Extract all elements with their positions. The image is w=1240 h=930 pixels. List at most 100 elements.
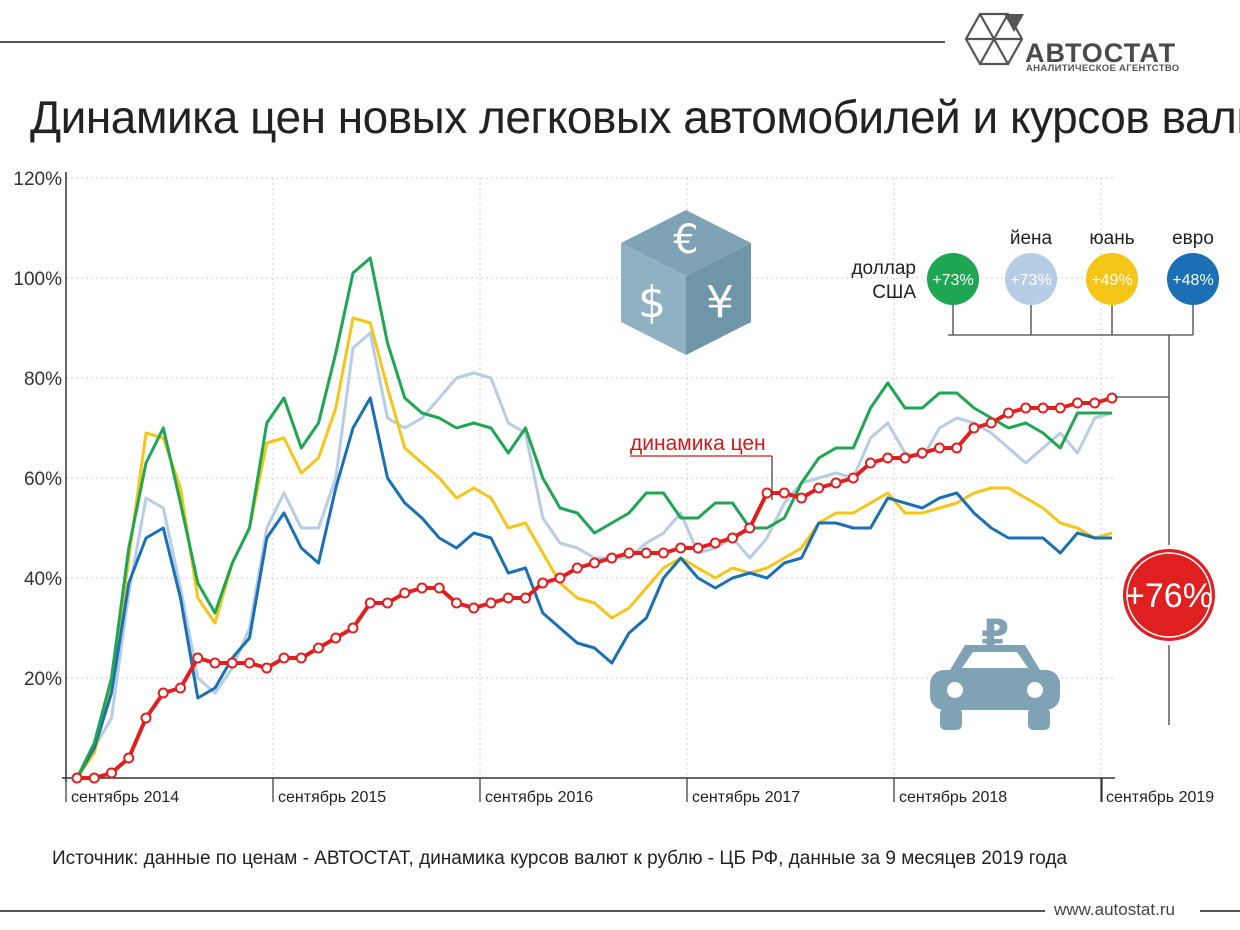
total-badge-value: +76% — [1125, 577, 1213, 615]
legend-badge — [1005, 253, 1057, 305]
price-point — [1054, 402, 1066, 414]
autostat-logo-icon — [964, 12, 1024, 66]
price-point — [313, 642, 324, 654]
price-point — [640, 547, 652, 559]
price-point — [382, 597, 393, 609]
series-line-1a6fb5 — [75, 396, 1112, 779]
price-point — [1089, 397, 1101, 409]
price-point — [192, 652, 204, 664]
legend-badge-value: +49% — [1091, 272, 1132, 289]
svg-text:$: $ — [638, 277, 666, 328]
x-axis-ticks: сентябрь 2014 сентябрь 2015 сентябрь 2016 с… — [65, 778, 1214, 806]
legend-badge — [1167, 253, 1219, 305]
price-point — [1020, 402, 1032, 414]
price-point — [985, 417, 997, 429]
price-point — [727, 532, 738, 544]
price-point — [330, 632, 342, 644]
price-point — [692, 542, 704, 554]
price-point — [1003, 407, 1014, 419]
y-tick-label: 60% — [24, 469, 62, 490]
legend-item: +48% евро — [1167, 228, 1219, 335]
legend-badge-value: +48% — [1172, 272, 1213, 289]
price-point — [968, 422, 980, 434]
legend-badge — [1086, 253, 1138, 305]
price-point — [606, 552, 618, 564]
price-point — [589, 557, 600, 569]
bottom-rule — [0, 910, 1045, 912]
logo-subtitle: АНАЛИТИЧЕСКОЕ АГЕНТСТВО — [1026, 63, 1180, 74]
price-point — [709, 537, 721, 549]
price-point — [502, 592, 514, 604]
price-point — [157, 687, 169, 699]
price-point — [451, 597, 462, 609]
legend-label: йена — [1010, 228, 1053, 249]
price-point — [261, 662, 273, 674]
price-point — [347, 622, 359, 634]
y-tick-label: 80% — [24, 369, 62, 390]
price-point — [520, 592, 531, 604]
price-point — [813, 482, 825, 494]
total-badge — [1119, 545, 1219, 645]
site-url[interactable]: www.autostat.ru — [1054, 900, 1175, 919]
x-tick-label: сентябрь 2015 — [278, 789, 386, 806]
price-point — [761, 487, 773, 499]
price-point — [951, 442, 963, 454]
price-point — [830, 477, 842, 489]
price-point — [796, 492, 807, 504]
price-point — [658, 547, 669, 559]
price-point — [364, 597, 376, 609]
chart-grid — [62, 172, 1115, 782]
y-tick-label: 100% — [13, 269, 62, 290]
price-point — [123, 752, 135, 764]
price-point — [278, 652, 290, 664]
svg-text:₽: ₽ — [981, 612, 1009, 658]
svg-text:€: € — [673, 217, 698, 263]
legend-label: юань — [1089, 228, 1134, 249]
price-point — [140, 712, 152, 724]
legend-item: +73% доллар США — [851, 253, 979, 335]
source-note: Источник: данные по ценам - АВТОСТАТ, ди… — [52, 848, 1068, 869]
price-point — [416, 582, 428, 594]
price-point — [1106, 392, 1118, 404]
price-point — [1037, 402, 1049, 414]
legend-label: доллар — [851, 258, 916, 279]
svg-text:¥: ¥ — [706, 277, 734, 328]
price-point — [847, 472, 859, 484]
price-point — [399, 587, 411, 599]
price-point — [571, 562, 583, 574]
legend-badge-value: +73% — [932, 272, 973, 289]
price-point — [485, 597, 497, 609]
legend-item: +73% йена — [1005, 228, 1057, 335]
series-line-1fa653 — [75, 256, 1112, 779]
price-point — [675, 542, 687, 554]
price-label: динамика цен — [630, 432, 766, 455]
x-tick-label: сентябрь 2018 — [899, 789, 1007, 806]
x-tick-label: сентябрь 2014 — [71, 789, 179, 806]
price-point — [106, 767, 117, 779]
logo-name: АВТОСТАТ — [1025, 38, 1177, 68]
car-ruble-icon: ₽ — [930, 612, 1060, 730]
price-markers — [71, 392, 1118, 784]
price-point — [623, 547, 635, 559]
price-point — [295, 652, 307, 664]
legend-label: евро — [1172, 228, 1214, 249]
legend-badge-value: +73% — [1010, 272, 1051, 289]
legend: +73% доллар США +73% йена +49% юань +48% евро — [851, 228, 1219, 725]
currency-cube-icon: € $ ¥ — [621, 210, 751, 355]
price-point — [899, 452, 911, 464]
x-tick-label: сентябрь 2017 — [692, 789, 800, 806]
legend-badge — [927, 253, 979, 305]
price-point — [88, 772, 100, 784]
price-point — [882, 452, 894, 464]
legend-item: +49% юань — [1086, 228, 1138, 335]
price-point — [778, 487, 790, 499]
top-rule — [0, 41, 945, 43]
total-badge-ring — [1126, 552, 1212, 638]
price-point — [916, 447, 928, 459]
price-point — [71, 772, 83, 784]
price-point — [433, 582, 445, 594]
price-point — [468, 602, 480, 614]
bottom-rule-end — [1200, 910, 1240, 912]
price-point — [1072, 397, 1083, 409]
